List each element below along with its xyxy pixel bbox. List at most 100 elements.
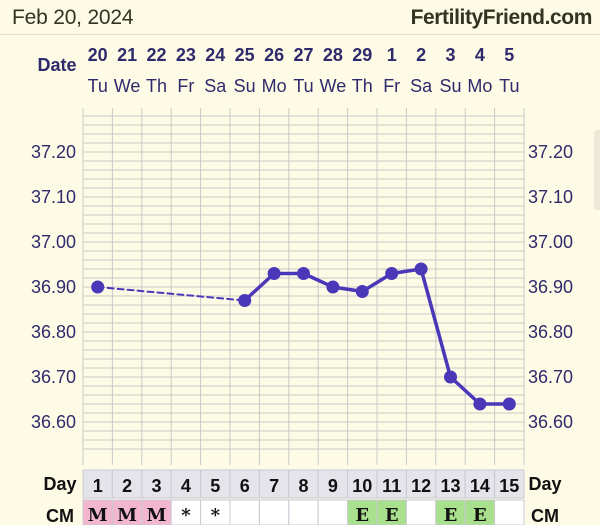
header-divider	[0, 34, 600, 35]
y-tick-label-right: 37.00	[528, 232, 573, 252]
day-number: 8	[298, 476, 308, 496]
cm-value: M	[88, 505, 108, 525]
day-number: 11	[382, 476, 401, 496]
date-label: 24	[205, 45, 225, 65]
day-number: 2	[122, 476, 132, 496]
data-point	[326, 280, 340, 294]
weekday-label: We	[114, 76, 141, 96]
day-cell	[464, 469, 496, 499]
y-tick-label-right: 36.60	[528, 412, 573, 432]
day-number: 3	[151, 476, 161, 496]
series-line	[448, 375, 482, 406]
day-number: 4	[181, 476, 191, 496]
data-point	[473, 397, 487, 411]
cm-value: M	[117, 505, 137, 525]
y-tick-label-right: 37.10	[528, 187, 573, 207]
cm-cell	[258, 499, 290, 525]
cm-cell	[82, 499, 113, 525]
cm-cell	[405, 499, 437, 525]
weekday-label: Tu	[88, 76, 108, 96]
cm-value: *	[181, 505, 191, 525]
weekday-label: We	[320, 76, 347, 96]
day-cell	[376, 469, 407, 499]
data-point	[444, 370, 457, 384]
date-label: 29	[352, 45, 372, 65]
data-point	[414, 262, 428, 276]
day-cell	[317, 469, 349, 499]
date-label: 2	[416, 45, 426, 65]
y-tick-label-left: 36.90	[31, 277, 76, 297]
date-label: 1	[387, 45, 397, 65]
date-label: 28	[323, 45, 343, 65]
weekday-label: Su	[234, 76, 256, 96]
y-tick-label-right: 36.80	[528, 322, 573, 342]
y-tick-label-right: 36.90	[528, 277, 573, 297]
day-number: 9	[328, 476, 338, 496]
series-line	[419, 267, 453, 379]
weekday-label: Mo	[262, 76, 287, 96]
weekday-label: Tu	[293, 76, 313, 96]
day-cell	[288, 469, 319, 499]
date-label: 22	[146, 45, 166, 65]
cm-cell	[494, 499, 525, 525]
cm-value: M	[147, 505, 167, 525]
weekday-label: Sa	[204, 76, 227, 96]
series-dashed-line	[96, 286, 246, 302]
weekday-label: Sa	[410, 76, 433, 96]
day-row-label: Day	[43, 474, 76, 494]
y-tick-label-left: 36.80	[31, 322, 76, 342]
y-tick-label-left: 37.00	[31, 232, 76, 252]
day-cell	[111, 469, 143, 499]
y-tick-label-left: 36.60	[31, 412, 76, 432]
cm-value: *	[211, 505, 221, 525]
day-number: 15	[499, 476, 519, 496]
cm-value: E	[473, 505, 487, 525]
date-label: 21	[117, 45, 137, 65]
cm-row-label: CM	[46, 506, 74, 525]
date-label: 23	[176, 45, 196, 65]
weekday-label: Fr	[177, 76, 194, 96]
data-point	[502, 397, 516, 411]
day-cell	[170, 469, 202, 499]
date-label: 27	[293, 45, 313, 65]
date-label: 3	[445, 45, 455, 65]
data-point	[385, 267, 399, 280]
scroll-handle[interactable]	[594, 130, 600, 210]
day-cell	[229, 469, 260, 499]
site-name[interactable]: FertilityFriend.com	[410, 6, 593, 29]
cm-cell	[229, 499, 260, 525]
date-label: 4	[475, 45, 485, 65]
cm-value: E	[385, 505, 399, 525]
weekday-label: Mo	[467, 76, 492, 96]
day-number: 10	[352, 476, 372, 496]
day-cell	[494, 469, 525, 499]
data-point	[355, 285, 369, 298]
day-cell	[141, 469, 172, 499]
weekday-label: Tu	[499, 76, 519, 96]
day-cell	[258, 469, 290, 499]
day-number: 7	[269, 476, 279, 496]
day-cell	[347, 469, 378, 499]
y-tick-label-left: 37.20	[31, 142, 76, 162]
day-number: 12	[411, 476, 431, 496]
day-number: 1	[93, 476, 103, 496]
y-tick-label-left: 36.70	[31, 367, 76, 387]
cm-row-label-right: CM	[531, 506, 559, 525]
cm-cell	[141, 499, 172, 525]
day-number: 13	[440, 476, 460, 496]
y-tick-label-left: 37.10	[31, 187, 76, 207]
day-number: 5	[210, 476, 220, 496]
date-label: 26	[264, 45, 284, 65]
day-number: 6	[240, 476, 250, 496]
cm-cell	[376, 499, 407, 525]
day-cell	[82, 469, 113, 499]
cm-value: E	[355, 505, 369, 525]
chart-date: Feb 20, 2024	[12, 6, 134, 29]
date-label: 20	[88, 45, 108, 65]
cm-cell	[288, 499, 319, 525]
day-row-label-right: Day	[528, 474, 561, 494]
day-number: 14	[470, 476, 490, 496]
weekday-label: Th	[146, 76, 167, 96]
date-label: 5	[504, 45, 514, 65]
